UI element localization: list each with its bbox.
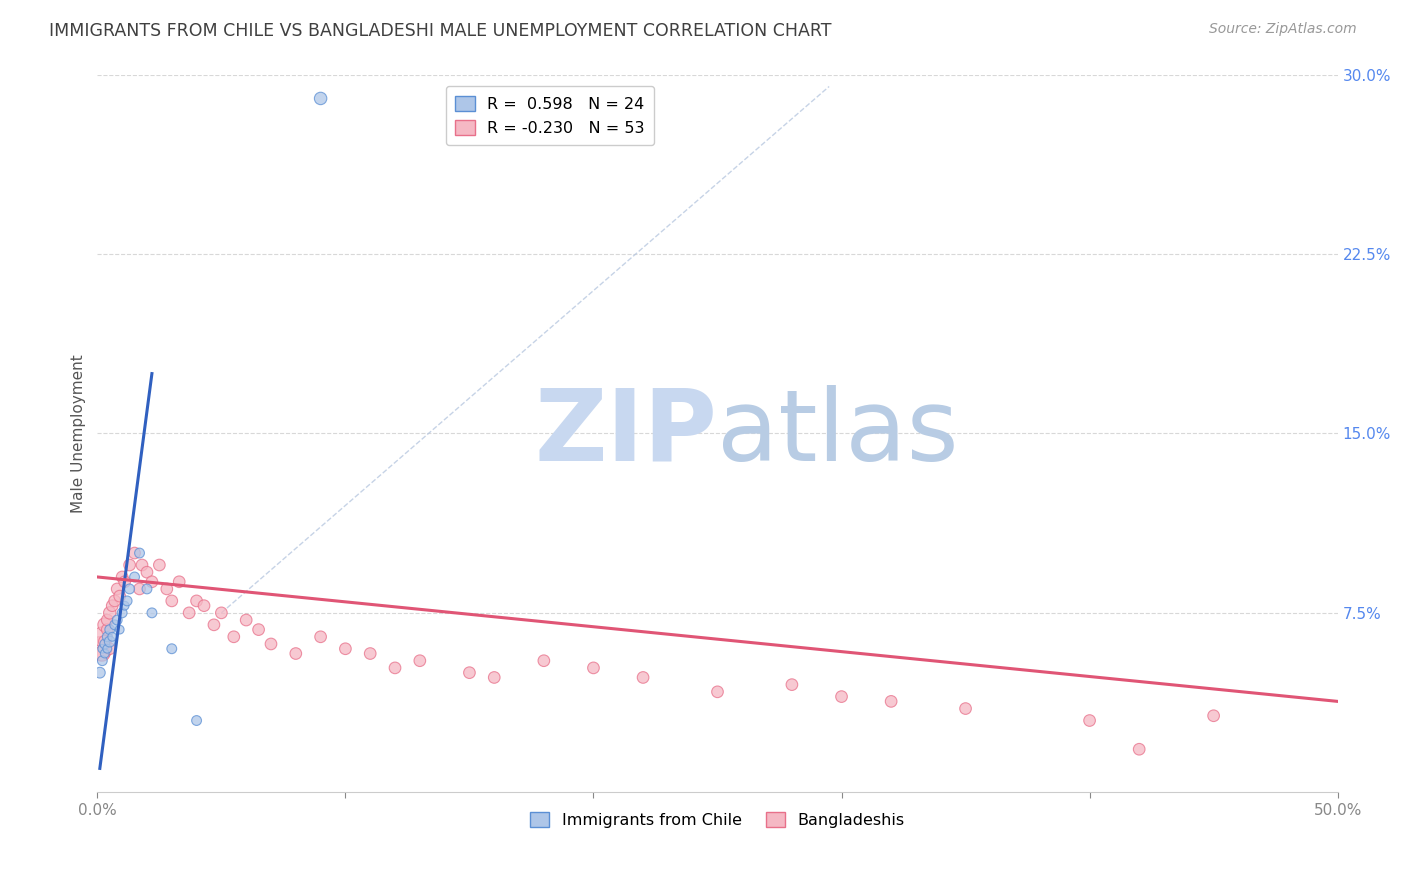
Point	[179, 606, 201, 620]
Point	[94, 617, 117, 632]
Point	[631, 670, 654, 684]
Point	[160, 641, 183, 656]
Point	[104, 594, 127, 608]
Point	[141, 574, 163, 589]
Point	[309, 91, 332, 105]
Point	[222, 630, 245, 644]
Text: atlas: atlas	[717, 385, 959, 482]
Point	[484, 670, 506, 684]
Point	[108, 589, 131, 603]
Point	[114, 599, 136, 613]
Point	[831, 690, 853, 704]
Point	[141, 606, 163, 620]
Text: IMMIGRANTS FROM CHILE VS BANGLADESHI MALE UNEMPLOYMENT CORRELATION CHART: IMMIGRANTS FROM CHILE VS BANGLADESHI MAL…	[49, 22, 832, 40]
Point	[335, 641, 357, 656]
Point	[533, 654, 555, 668]
Point	[96, 623, 118, 637]
Point	[186, 714, 208, 728]
Point	[98, 606, 121, 620]
Point	[118, 558, 141, 572]
Point	[160, 594, 183, 608]
Point	[409, 654, 432, 668]
Point	[193, 599, 215, 613]
Point	[101, 599, 124, 613]
Point	[284, 647, 307, 661]
Point	[98, 623, 121, 637]
Point	[114, 574, 136, 589]
Point	[96, 613, 118, 627]
Point	[105, 582, 128, 596]
Point	[108, 623, 131, 637]
Point	[780, 678, 803, 692]
Point	[124, 546, 146, 560]
Point	[105, 613, 128, 627]
Point	[582, 661, 605, 675]
Point	[1202, 708, 1225, 723]
Point	[359, 647, 381, 661]
Point	[167, 574, 190, 589]
Point	[880, 694, 903, 708]
Point	[128, 582, 150, 596]
Point	[128, 546, 150, 560]
Point	[91, 654, 114, 668]
Point	[91, 647, 114, 661]
Point	[136, 565, 159, 579]
Point	[94, 634, 117, 648]
Point	[186, 594, 208, 608]
Point	[156, 582, 179, 596]
Point	[1128, 742, 1150, 756]
Point	[202, 617, 225, 632]
Point	[124, 570, 146, 584]
Point	[104, 617, 127, 632]
Point	[118, 582, 141, 596]
Point	[260, 637, 283, 651]
Text: ZIP: ZIP	[534, 385, 717, 482]
Point	[148, 558, 170, 572]
Point	[309, 630, 332, 644]
Point	[96, 641, 118, 656]
Y-axis label: Male Unemployment: Male Unemployment	[72, 354, 86, 513]
Point	[111, 606, 134, 620]
Point	[384, 661, 406, 675]
Point	[94, 637, 117, 651]
Point	[91, 641, 114, 656]
Point	[89, 665, 111, 680]
Point	[96, 630, 118, 644]
Point	[955, 701, 977, 715]
Point	[247, 623, 270, 637]
Point	[94, 647, 117, 661]
Legend: Immigrants from Chile, Bangladeshis: Immigrants from Chile, Bangladeshis	[523, 805, 911, 835]
Point	[98, 634, 121, 648]
Point	[706, 685, 728, 699]
Point	[1078, 714, 1101, 728]
Point	[136, 582, 159, 596]
Point	[209, 606, 232, 620]
Point	[101, 630, 124, 644]
Point	[131, 558, 153, 572]
Point	[458, 665, 481, 680]
Point	[235, 613, 257, 627]
Point	[111, 570, 134, 584]
Point	[91, 630, 114, 644]
Point	[89, 641, 111, 656]
Text: Source: ZipAtlas.com: Source: ZipAtlas.com	[1209, 22, 1357, 37]
Point	[115, 594, 138, 608]
Point	[98, 641, 121, 656]
